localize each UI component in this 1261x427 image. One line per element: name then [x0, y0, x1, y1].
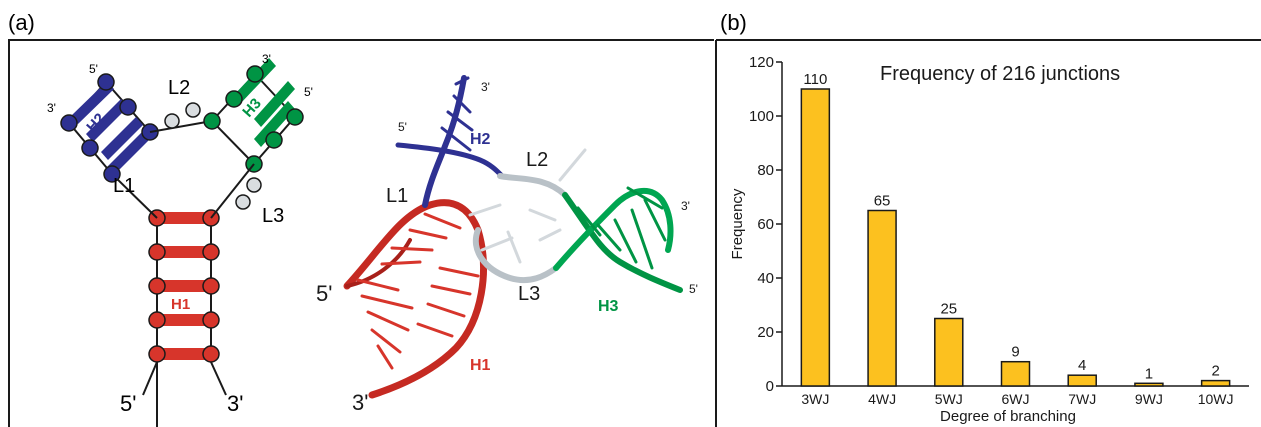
bar-value-label: 65	[874, 193, 891, 210]
bar-value-label: 1	[1145, 365, 1153, 382]
x-tick-label: 6WJ	[1002, 391, 1030, 407]
y-tick-label: 20	[757, 324, 774, 341]
structure-3prime-h3: 3'	[681, 199, 690, 213]
schematic-h1-label: H1	[171, 296, 190, 313]
structure-h2-label: H2	[470, 131, 491, 148]
loops-3d	[468, 148, 587, 284]
structure-l1-label: L1	[386, 185, 408, 207]
y-axis-label: Frequency	[729, 188, 746, 259]
chart-title: Frequency of 216 junctions	[880, 63, 1120, 85]
y-tick-label: 100	[749, 108, 774, 125]
helix-h2-schematic	[60, 73, 159, 183]
bar-9wj	[1134, 382, 1164, 387]
loop-l1-schematic	[111, 173, 158, 219]
bar-value-label: 110	[803, 71, 827, 88]
schematic-h2-5prime: 5'	[89, 62, 98, 76]
schematic-h2-3prime: 3'	[47, 101, 56, 115]
loop-l2-schematic	[149, 102, 213, 133]
structure-l2-label: L2	[526, 149, 548, 171]
x-axis-label: Degree of branching	[940, 408, 1076, 425]
y-tick-label: 60	[757, 216, 774, 233]
y-tick-label: 40	[757, 270, 774, 287]
x-tick-labels: 3WJ 4WJ 5WJ 6WJ 7WJ 9WJ 10WJ	[801, 391, 1233, 407]
bar-value-label: 9	[1011, 344, 1019, 361]
bar-4wj	[867, 209, 897, 387]
schematic-5prime-bottom: 5'	[120, 391, 136, 416]
bar-5wj	[934, 317, 964, 387]
helix-h1-3d	[343, 199, 487, 399]
schematic-h3-3prime: 3'	[262, 52, 271, 66]
bar-value-label: 4	[1078, 357, 1086, 374]
panel-a-label: (a)	[8, 10, 35, 35]
structure-3prime-h2: 3'	[481, 80, 490, 94]
x-tick-label: 7WJ	[1068, 391, 1096, 407]
x-tick-label: 4WJ	[868, 391, 896, 407]
bar-value-label: 2	[1211, 363, 1219, 380]
helix-h3-3d	[553, 186, 683, 293]
panel-frames	[8, 39, 1261, 427]
y-ticks: 0 20 40 60 80 100 120	[749, 54, 782, 395]
x-tick-label: 9WJ	[1135, 391, 1163, 407]
bar-3wj	[800, 88, 831, 387]
x-tick-label: 5WJ	[935, 391, 963, 407]
helix-h2-3d	[395, 75, 505, 208]
y-tick-label: 0	[766, 378, 774, 395]
schematic-3prime-bottom: 3'	[227, 391, 243, 416]
structure-5prime-h2: 5'	[398, 120, 407, 134]
schematic-l2-label: L2	[168, 77, 190, 99]
bar-10wj	[1200, 379, 1231, 387]
schematic-h3-5prime: 5'	[304, 85, 313, 99]
helix-h3-schematic	[203, 58, 304, 173]
structure-3prime-h1: 3'	[352, 390, 368, 415]
junction-3d-structure: H1 H2 H3 L1 L2 L3 5' 3' 5' 3' 3' 5'	[316, 75, 698, 415]
structure-h1-label: H1	[470, 357, 491, 374]
bar-value-labels: 110 65 25 9 4 1 2	[803, 71, 1219, 382]
y-tick-label: 120	[749, 54, 774, 71]
bar-value-label: 25	[940, 301, 957, 318]
schematic-l3-label: L3	[262, 205, 284, 227]
structure-h3-label: H3	[598, 298, 619, 315]
x-tick-label: 10WJ	[1198, 391, 1234, 407]
bar-6wj	[1000, 360, 1031, 387]
bars	[800, 88, 1231, 387]
helix-h1-schematic	[142, 209, 227, 427]
bar-7wj	[1067, 374, 1097, 387]
junction-schematic: H1 H2 H3 L1 L2 L3 5' 3' 5' 3' 3' 5'	[47, 52, 313, 427]
x-tick-label: 3WJ	[801, 391, 829, 407]
y-tick-label: 80	[757, 162, 774, 179]
structure-l3-label: L3	[518, 283, 540, 305]
frequency-chart: Frequency of 216 junctions Frequency Deg…	[729, 54, 1249, 425]
structure-5prime-h1: 5'	[316, 281, 332, 306]
schematic-l1-label: L1	[113, 175, 135, 197]
loop-l3-schematic	[210, 163, 262, 219]
panel-b-label: (b)	[720, 10, 747, 35]
structure-5prime-h3: 5'	[689, 282, 698, 296]
